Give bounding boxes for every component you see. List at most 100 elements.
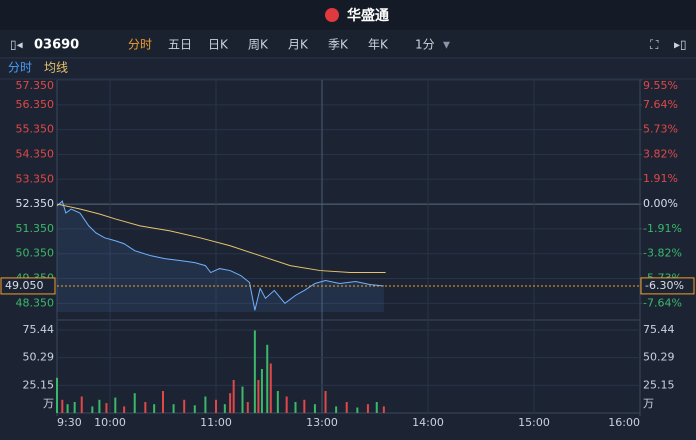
y2-tick-label: 0.00% — [643, 197, 678, 210]
y2-tick-label: -1.91% — [643, 222, 682, 235]
volume-bar — [66, 404, 69, 413]
y-tick-label: 53.350 — [16, 172, 55, 185]
volume-bar — [144, 401, 147, 413]
vol-tick-label: 75.44 — [23, 323, 55, 336]
x-tick-label: 10:00 — [94, 416, 126, 429]
volume-bar — [123, 406, 126, 413]
volume-bar — [260, 368, 263, 413]
volume-bar — [324, 390, 327, 413]
volume-bar — [246, 401, 249, 413]
volume-bar — [269, 363, 272, 413]
logo-icon — [325, 8, 339, 22]
volume-bar — [91, 406, 94, 413]
x-tick-label: 9:30 — [57, 416, 82, 429]
volume-bar — [162, 390, 164, 413]
volume-bar — [266, 344, 269, 413]
volume-bar — [285, 396, 288, 413]
tabs: 分时 五日 日K 周K 月K 季K 年K — [128, 38, 389, 52]
legend-entry: 分时 — [8, 61, 32, 75]
period[interactable]: 1分 — [415, 38, 435, 52]
volume-bar — [257, 379, 260, 413]
volume-bar — [56, 377, 58, 413]
volume-bar — [229, 393, 232, 413]
dropdown-icon[interactable]: ▼ — [443, 41, 450, 51]
volume-bar — [382, 406, 385, 413]
volume-bar — [98, 399, 101, 413]
series-line — [56, 203, 386, 274]
back-icon[interactable]: ▯◂ — [10, 38, 23, 52]
volume-bar — [172, 404, 175, 413]
tab[interactable]: 月K — [288, 38, 309, 52]
y2-tick-label: 5.73% — [643, 123, 678, 136]
volume-bar — [80, 396, 83, 413]
vol-tick-label: 25.15 — [23, 378, 55, 391]
y-tick-label: 55.350 — [16, 123, 55, 136]
volume-bar — [276, 390, 279, 413]
y2-tick-label: -3.82% — [643, 247, 682, 260]
x-tick-label: 13:00 — [306, 416, 338, 429]
y2-tick-label: 9.55% — [643, 79, 678, 92]
top-bar — [0, 0, 696, 30]
tab[interactable]: 五日 — [168, 38, 192, 52]
legend-entry: 均线 — [44, 61, 68, 75]
volume-bar — [345, 401, 348, 413]
volume-bar — [294, 401, 297, 413]
x-tick-label: 16:00 — [608, 416, 640, 429]
vol-tick-label: 50.29 — [643, 351, 675, 364]
y2-tick-label: 1.91% — [643, 172, 678, 185]
tab[interactable]: 周K — [248, 38, 269, 52]
vol-unit: 万 — [643, 397, 654, 410]
volume-bar — [223, 404, 226, 413]
volume-bar — [356, 407, 359, 413]
volume-bar — [114, 397, 117, 413]
y-tick-label: 48.350 — [16, 296, 55, 309]
last-change-box — [640, 277, 695, 295]
volume-bar — [61, 399, 64, 413]
y2-tick-label: 7.64% — [643, 98, 678, 111]
tab[interactable]: 季K — [328, 38, 349, 52]
y2-tick-label: 3.82% — [643, 147, 678, 160]
volume-bar — [303, 399, 306, 413]
fullscreen-icon[interactable]: ⛶ — [649, 38, 659, 52]
volume-bar — [105, 403, 108, 413]
y-tick-label: 57.350 — [16, 79, 55, 92]
tab[interactable]: 日K — [208, 38, 229, 52]
y-tick-label: 50.350 — [16, 247, 55, 260]
x-tick-label: 14:00 — [412, 416, 444, 429]
volume-bar — [253, 330, 256, 413]
volume-bar — [153, 404, 156, 413]
tab[interactable]: 年K — [368, 38, 389, 52]
logo: 华盛通 — [347, 7, 389, 24]
vol-tick-label: 50.29 — [23, 351, 55, 364]
x-tick-label: 15:00 — [518, 416, 550, 429]
tab[interactable]: 分时 — [128, 38, 152, 52]
volume-bar — [241, 386, 244, 413]
vol-tick-label: 25.15 — [643, 378, 675, 391]
y-tick-label: 51.350 — [16, 222, 55, 235]
volume-bar — [73, 401, 76, 413]
price-area — [57, 201, 384, 312]
y-tick-label: 52.350 — [16, 197, 55, 210]
toolbar — [0, 30, 696, 58]
volume-bar — [375, 401, 378, 413]
volume-bar — [232, 379, 235, 413]
volume-bar — [133, 393, 136, 413]
stock-code: 03690 — [34, 38, 79, 53]
y-tick-label: 54.350 — [16, 147, 55, 160]
series-line — [56, 200, 384, 311]
volume-bar — [313, 404, 316, 413]
last-change: -6.30% — [645, 279, 684, 292]
volume-bar — [215, 399, 217, 413]
x-tick-label: 11:00 — [200, 416, 232, 429]
y-tick-label: 56.350 — [16, 98, 55, 111]
last-price: 49.050 — [5, 279, 44, 292]
vol-unit: 万 — [43, 397, 54, 410]
y2-tick-label: -7.64% — [643, 296, 682, 309]
volume-bar — [204, 396, 207, 413]
vol-tick-label: 75.44 — [643, 323, 675, 336]
volume-bar — [335, 406, 338, 413]
exit-icon[interactable]: ▸▯ — [674, 38, 687, 52]
